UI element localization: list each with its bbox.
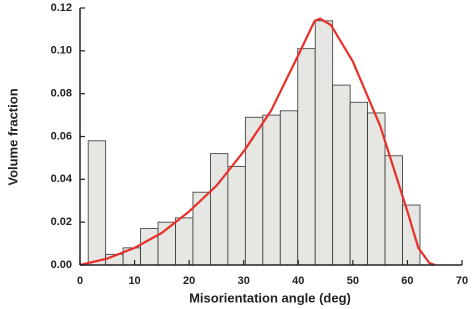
y-axis-title: Volume fraction xyxy=(5,88,20,185)
bar xyxy=(314,20,334,266)
bar xyxy=(279,110,299,266)
y-tick-label: 0.08 xyxy=(51,88,72,100)
bar xyxy=(244,116,264,266)
y-tick-label: 0.02 xyxy=(51,216,72,228)
fit-curve xyxy=(79,17,436,267)
y-tick-label: 0.10 xyxy=(51,45,72,57)
bar xyxy=(175,217,194,266)
bar xyxy=(402,204,421,266)
bar xyxy=(262,114,281,266)
x-tick-label: 50 xyxy=(347,275,359,287)
y-tick-label: 0.00 xyxy=(51,259,72,271)
x-tick-label: 40 xyxy=(292,275,304,287)
x-tick-label: 60 xyxy=(401,275,413,287)
x-axis-title: Misorientation angle (deg) xyxy=(189,290,351,305)
bar xyxy=(140,228,159,266)
bar xyxy=(227,166,246,266)
x-tick-label: 30 xyxy=(238,275,250,287)
bar xyxy=(87,140,107,266)
x-tick-label: 10 xyxy=(128,275,140,287)
bar xyxy=(332,84,351,266)
bar xyxy=(349,101,368,266)
y-tick-label: 0.12 xyxy=(51,2,72,14)
y-tick-label: 0.04 xyxy=(51,173,73,185)
x-tick-label: 70 xyxy=(456,275,468,287)
x-tick-label: 20 xyxy=(183,275,195,287)
bar xyxy=(210,153,229,266)
bar xyxy=(297,48,316,266)
bar xyxy=(192,191,211,266)
x-tick-label: 0 xyxy=(77,275,83,287)
y-tick-label: 0.06 xyxy=(51,130,72,142)
